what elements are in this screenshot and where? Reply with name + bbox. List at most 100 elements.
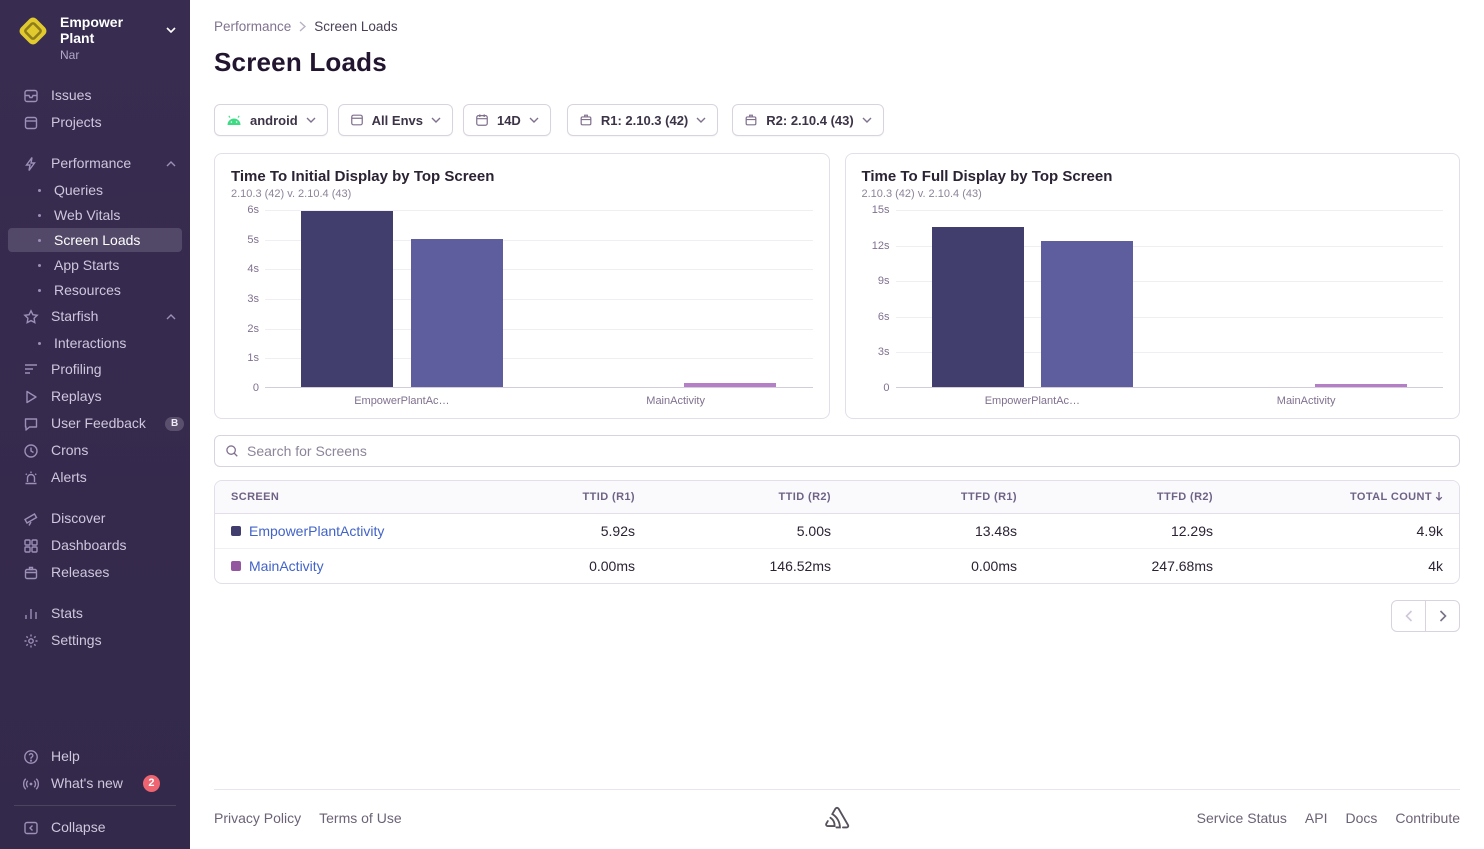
terms-of-use-link[interactable]: Terms of Use bbox=[319, 810, 401, 826]
column-header-label: Total Count bbox=[1350, 491, 1432, 503]
y-tick-label: 12s bbox=[872, 240, 890, 252]
breadcrumb: Performance Screen Loads bbox=[214, 19, 1460, 34]
sidebar-item-label: Screen Loads bbox=[54, 232, 140, 248]
sidebar-item-label: App Starts bbox=[54, 257, 119, 273]
chevron-down-icon bbox=[431, 117, 441, 123]
column-header-ttfd-r1[interactable]: TTFD (R1) bbox=[847, 481, 1033, 513]
y-tick-label: 9s bbox=[878, 275, 890, 287]
ttid-r2-value: 146.52ms bbox=[651, 549, 847, 583]
sidebar-item-alerts[interactable]: Alerts bbox=[0, 464, 190, 491]
siren-icon bbox=[22, 469, 39, 486]
page-title: Screen Loads bbox=[214, 47, 1460, 78]
next-page-button[interactable] bbox=[1425, 600, 1460, 632]
api-link[interactable]: API bbox=[1305, 810, 1328, 826]
sidebar-item-dashboards[interactable]: Dashboards bbox=[0, 532, 190, 559]
chart-plot bbox=[265, 210, 813, 388]
x-tick-label: MainActivity bbox=[646, 395, 705, 407]
chart-x-axis: EmpowerPlantAc…MainActivity bbox=[265, 388, 813, 410]
release-1-filter-button[interactable]: R1: 2.10.3 (42) bbox=[567, 104, 718, 136]
service-status-link[interactable]: Service Status bbox=[1197, 810, 1287, 826]
y-tick-label: 0 bbox=[883, 382, 889, 394]
collapse-left-icon bbox=[22, 819, 39, 836]
y-tick-label: 3s bbox=[878, 346, 890, 358]
chevron-down-icon bbox=[166, 27, 176, 33]
org-switcher[interactable]: Empower Plant Nar bbox=[0, 0, 190, 74]
footer-right: Service Status API Docs Contribute bbox=[851, 810, 1460, 826]
sidebar-item-user-feedback[interactable]: User Feedback B bbox=[0, 410, 190, 437]
screen-link[interactable]: MainActivity bbox=[249, 558, 324, 574]
chart-plot bbox=[896, 210, 1444, 388]
column-header-screen[interactable]: Screen bbox=[215, 481, 475, 513]
star-icon bbox=[22, 308, 39, 325]
sidebar-item-label: Resources bbox=[54, 282, 121, 298]
sidebar-item-discover[interactable]: Discover bbox=[0, 505, 190, 532]
sidebar-item-releases[interactable]: Releases bbox=[0, 559, 190, 586]
screen-link[interactable]: EmpowerPlantActivity bbox=[249, 523, 384, 539]
sidebar-item-starfish[interactable]: Starfish bbox=[0, 303, 190, 330]
bullet-icon bbox=[38, 342, 41, 345]
org-avatar bbox=[16, 14, 50, 48]
sidebar-item-interactions[interactable]: Interactions bbox=[8, 331, 182, 355]
contribute-link[interactable]: Contribute bbox=[1395, 810, 1460, 826]
sidebar-item-whats-new[interactable]: What's new 2 bbox=[0, 770, 190, 797]
bullet-icon bbox=[38, 264, 41, 267]
ttid-chart-panel: Time To Initial Display by Top Screen 2.… bbox=[214, 153, 830, 419]
column-header-total-count[interactable]: Total Count bbox=[1229, 481, 1459, 513]
project-filter-button[interactable]: android bbox=[214, 104, 328, 136]
chart-bar[interactable] bbox=[301, 211, 393, 387]
release-2-filter-button[interactable]: R2: 2.10.4 (43) bbox=[732, 104, 883, 136]
environment-filter-button[interactable]: All Envs bbox=[338, 104, 453, 136]
sidebar-item-label: Alerts bbox=[51, 469, 87, 486]
chart-x-axis: EmpowerPlantAc…MainActivity bbox=[896, 388, 1444, 410]
sidebar-item-crons[interactable]: Crons bbox=[0, 437, 190, 464]
project-name: Nar bbox=[60, 48, 176, 62]
main-content: Performance Screen Loads Screen Loads an… bbox=[190, 0, 1484, 849]
previous-page-button[interactable] bbox=[1391, 600, 1426, 632]
release-icon bbox=[744, 113, 758, 127]
chart-bar[interactable] bbox=[1041, 241, 1133, 387]
sidebar-item-help[interactable]: Help bbox=[0, 743, 190, 770]
sidebar-item-settings[interactable]: Settings bbox=[0, 627, 190, 654]
chart-bar[interactable] bbox=[684, 383, 776, 387]
speech-bubble-icon bbox=[22, 415, 39, 432]
chart-bar[interactable] bbox=[411, 239, 503, 387]
beta-badge: B bbox=[165, 417, 184, 431]
chart-bar[interactable] bbox=[932, 227, 1024, 387]
sidebar-collapse-button[interactable]: Collapse bbox=[0, 814, 190, 841]
play-icon bbox=[22, 388, 39, 405]
sidebar-item-label: Collapse bbox=[51, 819, 105, 836]
y-tick-label: 6s bbox=[247, 204, 259, 216]
search-input[interactable] bbox=[247, 443, 1449, 459]
sidebar-item-queries[interactable]: Queries bbox=[8, 178, 182, 202]
sidebar-item-app-starts[interactable]: App Starts bbox=[8, 253, 182, 277]
pagination bbox=[214, 600, 1460, 632]
help-icon bbox=[22, 748, 39, 765]
chart-bar[interactable] bbox=[1315, 384, 1407, 387]
y-tick-label: 5s bbox=[247, 234, 259, 246]
sidebar-item-label: Performance bbox=[51, 155, 154, 172]
privacy-policy-link[interactable]: Privacy Policy bbox=[214, 810, 301, 826]
sidebar-item-stats[interactable]: Stats bbox=[0, 600, 190, 627]
page-filters: android All Envs 14D bbox=[214, 104, 551, 136]
sidebar-item-performance[interactable]: Performance bbox=[0, 150, 190, 177]
column-header-ttid-r2[interactable]: TTID (R2) bbox=[651, 481, 847, 513]
broadcast-icon bbox=[22, 775, 39, 792]
sidebar-item-profiling[interactable]: Profiling bbox=[0, 356, 190, 383]
column-header-ttid-r1[interactable]: TTID (R1) bbox=[475, 481, 651, 513]
sidebar-item-web-vitals[interactable]: Web Vitals bbox=[8, 203, 182, 227]
docs-link[interactable]: Docs bbox=[1346, 810, 1378, 826]
breadcrumb-performance[interactable]: Performance bbox=[214, 19, 291, 34]
sidebar-item-screen-loads[interactable]: Screen Loads bbox=[8, 228, 182, 252]
sidebar-item-issues[interactable]: Issues bbox=[0, 82, 190, 109]
date-range-filter-button[interactable]: 14D bbox=[463, 104, 551, 136]
sidebar-item-resources[interactable]: Resources bbox=[8, 278, 182, 302]
ttfd-r2-value: 12.29s bbox=[1033, 514, 1229, 548]
chevron-down-icon bbox=[306, 117, 316, 123]
sidebar-item-replays[interactable]: Replays bbox=[0, 383, 190, 410]
column-header-ttfd-r2[interactable]: TTFD (R2) bbox=[1033, 481, 1229, 513]
clock-icon bbox=[22, 442, 39, 459]
whats-new-count-badge: 2 bbox=[143, 775, 160, 792]
ttid-r2-value: 5.00s bbox=[651, 514, 847, 548]
calendar-icon bbox=[475, 113, 489, 127]
sidebar-item-projects[interactable]: Projects bbox=[0, 109, 190, 136]
